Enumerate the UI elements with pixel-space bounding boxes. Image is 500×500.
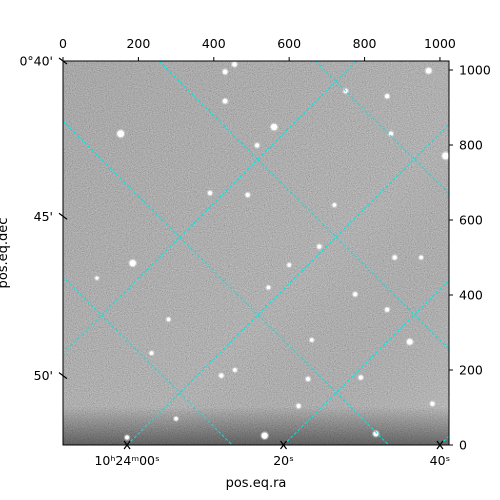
star-layer bbox=[94, 61, 449, 441]
star bbox=[373, 431, 379, 437]
dec-tick-mark bbox=[58, 212, 68, 220]
dec-grid-line bbox=[63, 275, 233, 445]
dec-tick-mark bbox=[58, 372, 68, 380]
star bbox=[430, 401, 435, 406]
ra-grid-line bbox=[283, 279, 449, 445]
star bbox=[95, 276, 99, 280]
plot-frame bbox=[62, 60, 450, 446]
pixel-y-ticks: 0 200 400 600 800 1000 bbox=[449, 63, 491, 453]
x-tick-label: 400 bbox=[202, 36, 226, 51]
ra-tick-label: 10ʰ24ᵐ00ˢ bbox=[94, 453, 159, 468]
star bbox=[305, 376, 311, 382]
star bbox=[219, 373, 224, 378]
x-tick-label: 1000 bbox=[424, 36, 456, 51]
ra-tick-mark bbox=[280, 440, 287, 450]
star bbox=[296, 403, 301, 409]
star bbox=[129, 259, 136, 267]
star bbox=[317, 244, 322, 249]
star bbox=[261, 432, 268, 439]
star bbox=[425, 67, 432, 74]
x-axis-label: pos.eq.ra bbox=[226, 476, 287, 491]
star bbox=[392, 255, 397, 260]
ra-tick-label: 40ˢ bbox=[430, 453, 451, 468]
dec-tick-mark bbox=[58, 57, 68, 65]
sky-image bbox=[63, 61, 449, 445]
ra-tick-mark bbox=[123, 440, 131, 450]
star bbox=[166, 317, 171, 322]
star bbox=[222, 69, 228, 75]
y-tick-label: 0 bbox=[459, 438, 467, 453]
star bbox=[149, 351, 154, 355]
x-tick-label: 600 bbox=[277, 36, 301, 51]
star bbox=[385, 94, 390, 99]
y-tick-label: 600 bbox=[459, 213, 483, 228]
star bbox=[385, 307, 390, 312]
star bbox=[406, 338, 413, 345]
ra-grid-line bbox=[63, 61, 358, 354]
pixel-x-ticks: 0 200 400 600 800 1000 bbox=[59, 36, 456, 61]
star bbox=[353, 292, 358, 297]
star bbox=[442, 152, 449, 160]
y-tick-label: 1000 bbox=[459, 63, 491, 78]
star bbox=[222, 98, 228, 104]
star bbox=[388, 131, 394, 136]
star bbox=[419, 255, 423, 260]
dec-tick-label: 50' bbox=[34, 368, 53, 383]
star bbox=[232, 62, 237, 67]
star bbox=[124, 435, 130, 440]
star bbox=[358, 375, 363, 380]
star bbox=[270, 123, 278, 131]
star bbox=[255, 143, 260, 148]
star bbox=[245, 192, 250, 197]
star bbox=[117, 130, 125, 138]
star bbox=[207, 190, 213, 196]
x-tick-label: 200 bbox=[126, 36, 150, 51]
star bbox=[174, 416, 178, 421]
ra-tick-label: 20ˢ bbox=[273, 453, 294, 468]
dec-grid-line bbox=[315, 61, 449, 195]
ra-ticks: 10ʰ24ᵐ00ˢ 20ˢ 40ˢ bbox=[94, 440, 451, 468]
x-tick-label: 800 bbox=[353, 36, 377, 51]
y-tick-label: 400 bbox=[459, 288, 483, 303]
star bbox=[332, 203, 337, 207]
y-tick-label: 800 bbox=[459, 138, 483, 153]
dec-grid-line bbox=[63, 120, 390, 445]
y-tick-label: 200 bbox=[459, 363, 483, 378]
y-axis-label: pos.eq.dec bbox=[0, 218, 11, 289]
ra-tick-mark bbox=[436, 440, 444, 450]
star bbox=[233, 368, 237, 372]
coordinate-grid bbox=[63, 61, 449, 445]
star bbox=[287, 263, 292, 267]
dec-ticks: 0°40' 45' 50' bbox=[19, 54, 68, 383]
star bbox=[309, 338, 314, 342]
star bbox=[266, 285, 271, 290]
x-tick-label: 0 bbox=[59, 36, 67, 51]
ra-grid-line bbox=[126, 124, 449, 445]
dec-tick-label: 45' bbox=[34, 209, 53, 224]
dec-tick-label: 0°40' bbox=[19, 54, 53, 69]
dec-grid-line bbox=[158, 61, 449, 351]
